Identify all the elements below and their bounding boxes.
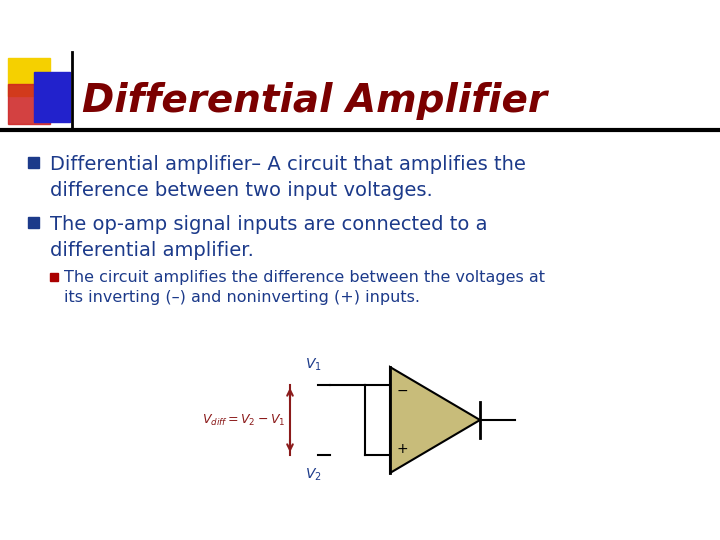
- Text: $V_{diff} = V_2 - V_1$: $V_{diff} = V_2 - V_1$: [202, 413, 285, 428]
- Bar: [28, 217, 39, 228]
- Text: – A circuit that amplifies the: – A circuit that amplifies the: [245, 155, 526, 174]
- Bar: [8, 84, 50, 124]
- Text: Differential amplifier: Differential amplifier: [50, 155, 252, 174]
- Text: differential amplifier.: differential amplifier.: [50, 241, 254, 260]
- Text: Differential Amplifier: Differential Amplifier: [82, 82, 547, 120]
- Text: +: +: [396, 442, 408, 456]
- Text: difference between two input voltages.: difference between two input voltages.: [50, 181, 433, 200]
- Text: The circuit amplifies the difference between the voltages at: The circuit amplifies the difference bet…: [64, 270, 545, 285]
- Text: The op-amp signal inputs are connected to a: The op-amp signal inputs are connected t…: [50, 215, 487, 234]
- Text: $V_2$: $V_2$: [305, 467, 322, 483]
- Bar: [50, 273, 58, 281]
- Polygon shape: [390, 367, 480, 473]
- Text: its inverting (–) and noninverting (+) inputs.: its inverting (–) and noninverting (+) i…: [64, 290, 420, 305]
- Bar: [34, 72, 70, 122]
- Bar: [8, 58, 50, 96]
- Text: $V_1$: $V_1$: [305, 356, 322, 373]
- Text: −: −: [396, 384, 408, 398]
- Bar: [28, 157, 39, 168]
